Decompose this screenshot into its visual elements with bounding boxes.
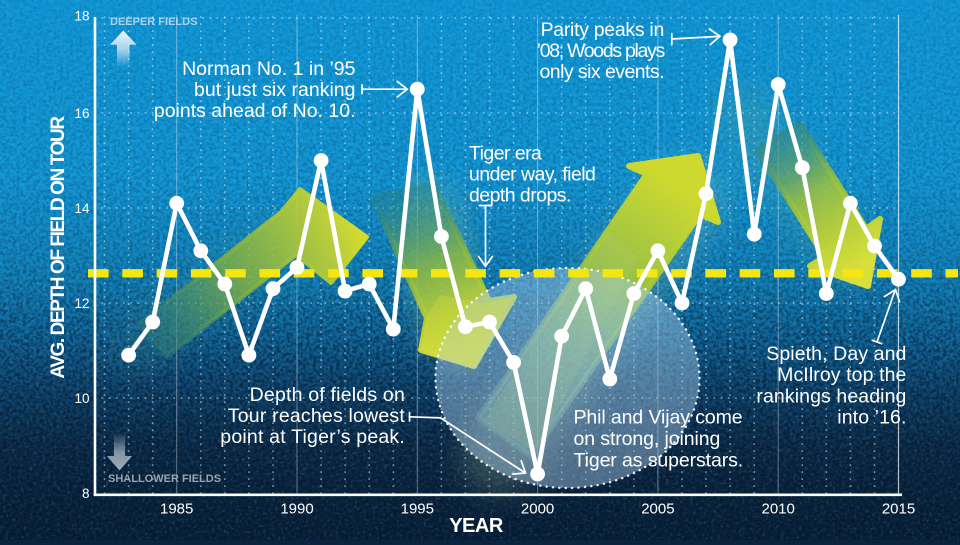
svg-text:only six events.: only six events. bbox=[539, 61, 664, 83]
svg-text:16: 16 bbox=[74, 106, 89, 121]
svg-text:Spieth, Day and: Spieth, Day and bbox=[766, 343, 906, 365]
svg-text:Tour reaches lowest: Tour reaches lowest bbox=[228, 405, 406, 427]
svg-text:2015: 2015 bbox=[882, 501, 915, 518]
svg-text:12: 12 bbox=[74, 296, 89, 311]
svg-text:SHALLOWER FIELDS: SHALLOWER FIELDS bbox=[108, 473, 221, 485]
svg-text:rankings heading: rankings heading bbox=[756, 386, 906, 408]
svg-text:Norman No. 1 in ’95: Norman No. 1 in ’95 bbox=[182, 58, 356, 80]
svg-text:Tiger era: Tiger era bbox=[469, 143, 542, 165]
svg-text:under way, field: under way, field bbox=[469, 164, 595, 186]
svg-text:depth drops.: depth drops. bbox=[469, 185, 571, 207]
svg-text:Parity peaks in: Parity peaks in bbox=[541, 19, 664, 41]
svg-text:point at Tiger’s peak.: point at Tiger’s peak. bbox=[220, 426, 405, 448]
svg-text:into ’16.: into ’16. bbox=[837, 407, 906, 429]
svg-text:8: 8 bbox=[82, 486, 90, 501]
svg-text:2010: 2010 bbox=[762, 501, 795, 518]
svg-text:on strong, joining: on strong, joining bbox=[574, 428, 721, 450]
svg-text:2005: 2005 bbox=[641, 501, 674, 518]
svg-text:DEEPER FIELDS: DEEPER FIELDS bbox=[110, 16, 197, 28]
svg-text:1985: 1985 bbox=[160, 501, 193, 518]
svg-text:’08; Woods plays: ’08; Woods plays bbox=[537, 40, 666, 62]
svg-text:10: 10 bbox=[74, 391, 89, 406]
svg-text:2000: 2000 bbox=[521, 501, 554, 518]
svg-text:Phil and Vijay come: Phil and Vijay come bbox=[574, 407, 743, 429]
svg-text:AVG. DEPTH OF FIELD ON TOUR: AVG. DEPTH OF FIELD ON TOUR bbox=[48, 116, 69, 379]
svg-text:Depth of fields on: Depth of fields on bbox=[250, 384, 405, 406]
svg-text:18: 18 bbox=[74, 8, 89, 23]
svg-text:1990: 1990 bbox=[280, 501, 313, 518]
svg-text:YEAR: YEAR bbox=[449, 515, 504, 537]
svg-text:McIlroy top the: McIlroy top the bbox=[777, 364, 906, 386]
svg-text:1995: 1995 bbox=[401, 501, 434, 518]
svg-text:Tiger as superstars.: Tiger as superstars. bbox=[574, 450, 744, 472]
svg-text:14: 14 bbox=[74, 201, 90, 216]
svg-text:but just six ranking: but just six ranking bbox=[194, 79, 356, 101]
svg-text:points ahead of No. 10.: points ahead of No. 10. bbox=[154, 100, 356, 122]
